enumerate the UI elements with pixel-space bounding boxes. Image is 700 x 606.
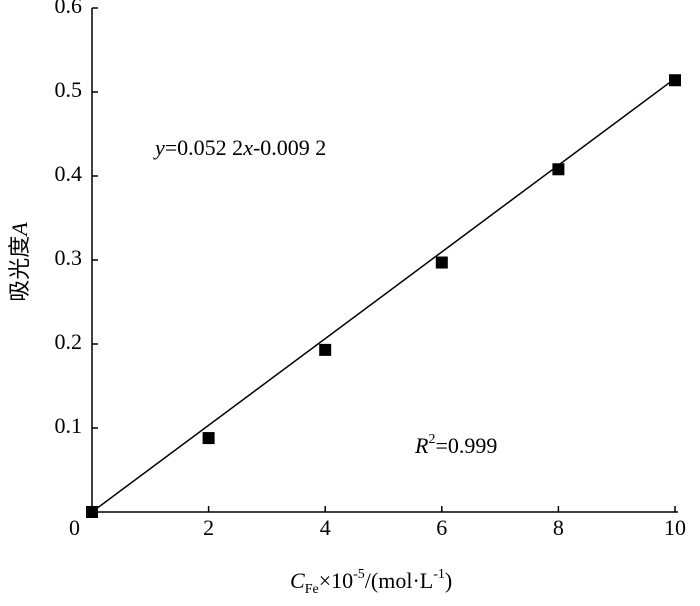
y-tick-label: 0.3 — [55, 245, 83, 270]
r-squared: R2=0.999 — [414, 432, 497, 458]
x-tick-label: 6 — [436, 515, 447, 540]
y-tick-label: 0.4 — [55, 161, 83, 186]
origin-label: 0 — [69, 515, 80, 540]
y-tick-label: 0.5 — [55, 77, 83, 102]
data-point — [552, 163, 565, 176]
x-tick-label: 10 — [664, 515, 686, 540]
y-tick-label: 0.1 — [55, 413, 83, 438]
y-tick-label: 0.2 — [55, 329, 83, 354]
equation: y=0.052 2x-0.009 2 — [153, 135, 326, 160]
data-point — [319, 343, 332, 356]
x-tick-label: 4 — [320, 515, 331, 540]
data-point — [202, 432, 215, 445]
fit-line — [91, 77, 676, 513]
x-tick-label: 8 — [553, 515, 564, 540]
x-axis-label: CFe×10-5/(mol·L-1) — [290, 567, 452, 597]
x-tick-label: 2 — [203, 515, 214, 540]
data-point — [669, 74, 681, 87]
y-axis-label: 吸光度A — [7, 222, 32, 302]
y-tick-label: 0.6 — [55, 0, 83, 18]
data-point — [435, 256, 448, 269]
